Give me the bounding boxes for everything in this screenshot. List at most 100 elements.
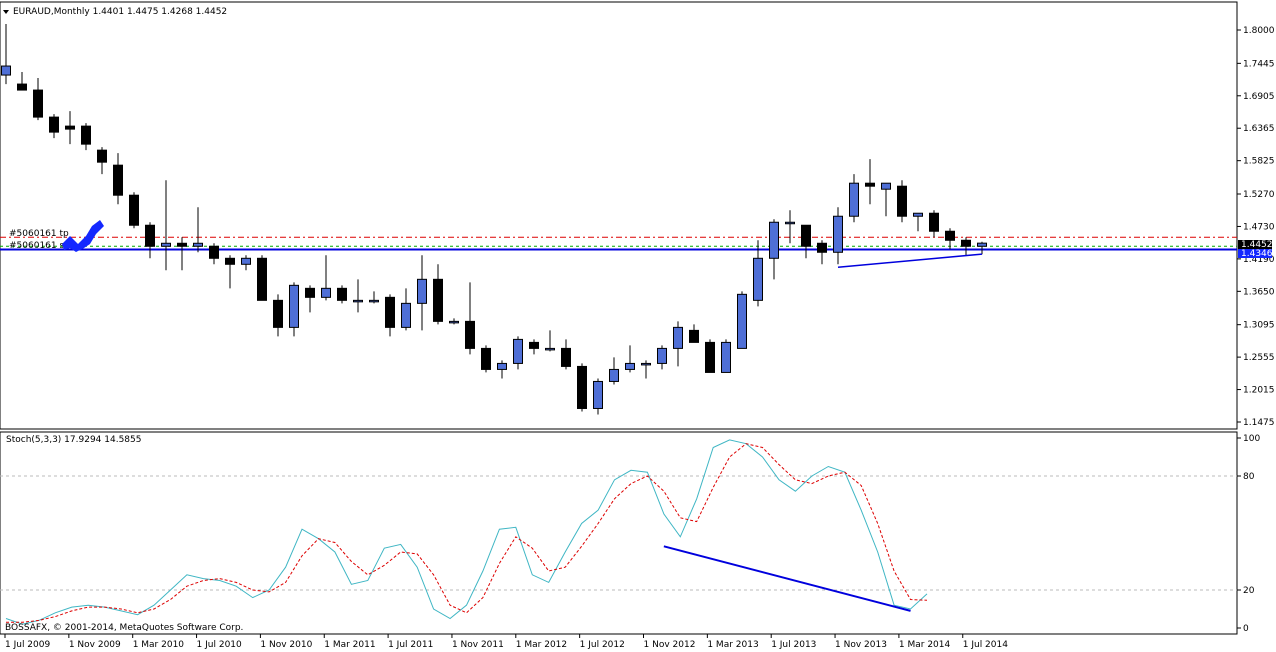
trade-arrow-icon[interactable] bbox=[62, 220, 104, 252]
stochastic-lines: 100 80 20 0 bbox=[0, 434, 1260, 634]
candle-body bbox=[433, 278, 443, 322]
price-axis: 1.8000 1.7445 1.6905 1.6365 1.5825 1.5270 1.47… bbox=[1237, 26, 1275, 428]
candle-body bbox=[353, 299, 363, 303]
candle-body bbox=[385, 296, 395, 328]
time-tick-label: 1 Jul 2014 bbox=[963, 640, 1008, 650]
chart-menu-triangle-icon[interactable] bbox=[3, 10, 9, 14]
candle-body bbox=[689, 329, 699, 343]
candle-body bbox=[209, 245, 219, 259]
price-tick-label: 1.6905 bbox=[1243, 92, 1275, 102]
candle-body bbox=[737, 293, 747, 349]
line-price-label: 1.4346 bbox=[1241, 249, 1273, 259]
stoch-tick-label: 20 bbox=[1243, 586, 1255, 596]
time-tick-label: 1 Nov 2012 bbox=[644, 640, 696, 650]
candle-body bbox=[801, 224, 811, 247]
candle-body bbox=[1, 65, 11, 76]
stoch-tick-label: 0 bbox=[1243, 624, 1249, 634]
candle-body bbox=[849, 182, 859, 217]
price-tick-label: 1.2015 bbox=[1243, 386, 1275, 396]
candle-body bbox=[945, 230, 955, 241]
candle-body bbox=[769, 221, 779, 259]
time-tick-label: 1 Jul 2012 bbox=[580, 640, 625, 650]
price-tick-label: 1.5270 bbox=[1243, 190, 1275, 200]
candle-body bbox=[593, 380, 603, 409]
price-tick-label: 1.3650 bbox=[1243, 287, 1275, 297]
stoch-divergence-line[interactable] bbox=[663, 545, 911, 612]
chart-levels bbox=[0, 236, 1237, 251]
candle-body bbox=[753, 257, 763, 301]
order-sl-label: #5060161 sl bbox=[9, 241, 67, 251]
candle-body bbox=[113, 164, 123, 196]
time-tick-label: 1 Mar 2012 bbox=[516, 640, 567, 650]
candle-body bbox=[897, 185, 907, 217]
candle-body bbox=[705, 341, 715, 373]
bid-price-tag bbox=[1238, 240, 1272, 249]
main-panel-frame bbox=[0, 1, 1238, 430]
candle-body bbox=[529, 341, 539, 349]
candle-body bbox=[225, 257, 235, 265]
candle-body bbox=[145, 224, 155, 247]
stoch-panel-frame bbox=[0, 431, 1238, 635]
candle-body bbox=[881, 182, 891, 190]
stoch-tick-label: 80 bbox=[1243, 472, 1255, 482]
candle-body bbox=[193, 242, 203, 247]
time-tick-label: 1 Mar 2011 bbox=[324, 640, 375, 650]
candle-body bbox=[129, 194, 139, 226]
price-tick-label: 1.8000 bbox=[1243, 26, 1275, 36]
symbol-header: EURAUD,Monthly 1.4401 1.4475 1.4268 1.44… bbox=[13, 7, 227, 17]
candle-body bbox=[673, 326, 683, 349]
stoch-signal-line bbox=[6, 443, 928, 623]
candle-body bbox=[865, 182, 875, 187]
time-tick-label: 1 Mar 2010 bbox=[133, 640, 185, 650]
candle-body bbox=[177, 242, 187, 247]
candle-body bbox=[625, 362, 635, 370]
candle-body bbox=[401, 302, 411, 328]
candle-body bbox=[305, 287, 315, 298]
candle-body bbox=[481, 347, 491, 370]
price-tick-label: 1.4730 bbox=[1243, 222, 1275, 232]
stoch-header: Stoch(5,3,3) 17.9294 14.5855 bbox=[6, 435, 141, 445]
candle-body bbox=[513, 338, 523, 364]
candle-body bbox=[241, 257, 251, 265]
order-tp-label: #5060161 tp bbox=[9, 229, 69, 239]
candle-body bbox=[321, 287, 331, 298]
price-tick-label: 1.4190 bbox=[1243, 255, 1275, 265]
candle-body bbox=[369, 299, 379, 303]
time-tick-label: 1 Nov 2010 bbox=[260, 640, 312, 650]
bid-price-label: 1.4452 bbox=[1241, 240, 1273, 250]
candle-body bbox=[289, 284, 299, 328]
candle-body bbox=[97, 149, 107, 163]
stoch-tick-label: 100 bbox=[1243, 434, 1260, 444]
time-tick-label: 1 Jul 2011 bbox=[388, 640, 433, 650]
copyright-text: BOSSAFX, © 2001-2014, MetaQuotes Softwar… bbox=[5, 623, 243, 633]
time-tick-label: 1 Nov 2011 bbox=[452, 640, 504, 650]
candle-body bbox=[449, 320, 459, 324]
price-tick-label: 1.2555 bbox=[1243, 353, 1275, 363]
candle-body bbox=[257, 257, 267, 301]
time-tick-label: 1 Mar 2014 bbox=[899, 640, 951, 650]
time-tick-label: 1 Nov 2009 bbox=[69, 640, 121, 650]
candle-body bbox=[577, 365, 587, 409]
time-axis: 1 Jul 2009 1 Nov 2009 1 Mar 2010 1 Jul 2010… bbox=[4, 634, 1008, 650]
candle-body bbox=[273, 299, 283, 328]
price-tick-label: 1.1475 bbox=[1243, 418, 1275, 428]
time-tick-label: 1 Nov 2013 bbox=[835, 640, 887, 650]
candle-body bbox=[81, 125, 91, 145]
candle-body bbox=[49, 116, 59, 133]
candle-body bbox=[417, 278, 427, 304]
price-tick-label: 1.7445 bbox=[1243, 59, 1275, 69]
candles bbox=[1, 23, 987, 415]
candle-body bbox=[641, 362, 651, 366]
candle-body bbox=[657, 347, 667, 364]
candle-body bbox=[833, 215, 843, 253]
candle-body bbox=[33, 89, 43, 118]
price-tick-label: 1.3095 bbox=[1243, 321, 1275, 331]
candle-body bbox=[561, 347, 571, 367]
line-price-tag bbox=[1238, 249, 1272, 258]
candle-body bbox=[337, 287, 347, 301]
candle-body bbox=[161, 242, 171, 247]
price-trend-line[interactable] bbox=[837, 253, 983, 269]
candle-body bbox=[545, 347, 555, 351]
stoch-main-line bbox=[5, 439, 928, 625]
